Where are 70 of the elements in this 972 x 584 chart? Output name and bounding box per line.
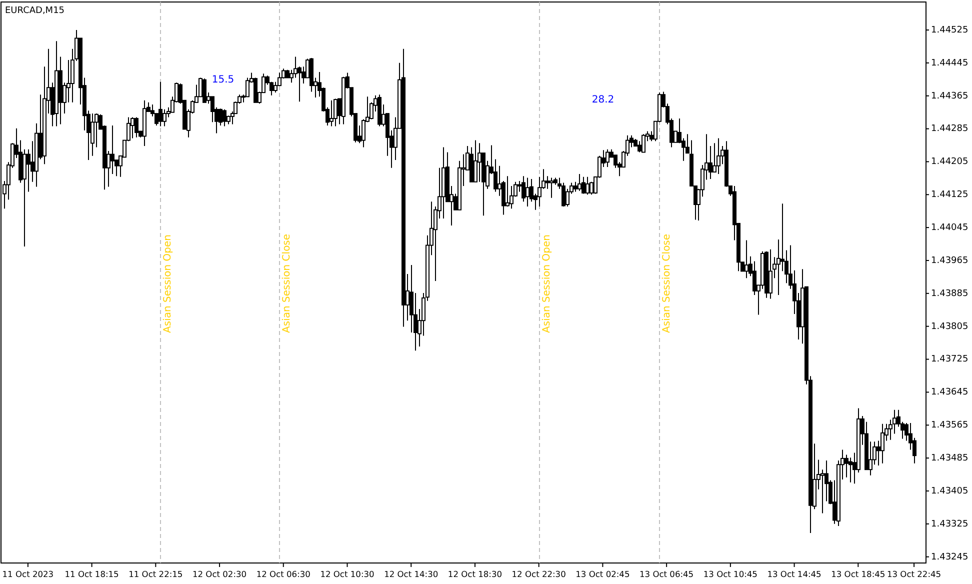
x-tick-label: 12 Oct 06:30 [256,569,310,579]
y-tick-label: 1.43245 [931,552,968,562]
y-tick-label: 1.43645 [931,388,968,398]
x-tick-label: 12 Oct 10:30 [320,569,374,579]
y-tick-label: 1.44205 [931,157,968,168]
y-tick-label: 1.43485 [931,453,968,464]
x-tick-label: 13 Oct 18:45 [831,569,886,579]
candlestick [744,240,748,279]
x-tick-label: 11 Oct 22:15 [128,569,183,579]
candlestick [90,113,94,156]
y-tick-label: 1.43805 [931,322,968,332]
annotation: Asian Session Open [162,234,174,333]
candlestick [880,423,884,464]
candlestick [574,181,578,192]
y-tick-label: 1.43325 [931,519,968,530]
candlestick [478,142,482,182]
annotation: 15.5 [212,74,234,86]
y-tick-label: 1.43565 [931,420,968,431]
x-tick-label: 12 Oct 22:30 [512,569,566,579]
candlestick [550,177,554,198]
candlestick [526,177,530,208]
candlestick [606,148,610,168]
y-tick-label: 1.44445 [931,58,968,68]
candlestick [130,116,134,139]
annotation: Asian Session Open [542,234,552,333]
y-tick-label: 1.44125 [931,190,968,200]
x-tick-label: 13 Oct 22:45 [886,569,942,579]
y-tick-label: 1.44285 [931,124,968,134]
x-tick-label: 11 Oct 2023 [2,569,54,579]
candlestick [752,260,756,296]
candlestick [158,81,162,127]
candlestick [362,118,366,148]
x-tick-label: 13 Oct 06:45 [640,569,694,579]
y-tick-label: 1.44525 [931,25,968,36]
y-tick-label: 1.44365 [931,91,968,102]
x-tick-label: 13 Oct 10:45 [703,569,758,579]
candlestick [274,81,278,94]
candlestick [578,174,582,192]
candlestick [506,176,510,208]
candlestick [642,134,646,153]
candlestick [334,98,338,127]
chart-title: EURCAD,M15 [5,6,65,16]
candlestick [586,176,590,196]
candlestick [110,124,114,175]
x-tick-label: 12 Oct 14:30 [384,569,438,579]
annotation: Asian Session Close [282,234,292,333]
annotation: Asian Session Close [662,234,672,333]
x-tick-label: 13 Oct 02:45 [576,569,630,579]
candlestick [582,176,586,194]
y-tick-label: 1.43725 [931,354,968,365]
y-tick-label: 1.43885 [931,288,968,299]
candlestick [716,138,720,175]
x-tick-label: 12 Oct 02:30 [192,569,247,579]
candlestick [768,248,772,300]
candlestick [134,116,138,138]
candlestick [202,78,206,103]
x-tick-label: 13 Oct 14:45 [767,569,822,579]
candlestick [162,108,166,127]
annotation: 28.2 [592,94,614,106]
y-tick-label: 1.43405 [931,486,968,496]
candlestick [546,176,550,190]
y-tick-label: 1.43965 [931,256,968,266]
candlestick [522,176,526,202]
candlestick [474,140,478,182]
candlestick [222,108,226,127]
x-tick-label: 11 Oct 18:15 [64,569,119,579]
candlestick [330,100,334,127]
candlestick [254,77,258,103]
x-tick-label: 12 Oct 18:30 [448,569,502,579]
y-tick-label: 1.44045 [931,223,968,234]
